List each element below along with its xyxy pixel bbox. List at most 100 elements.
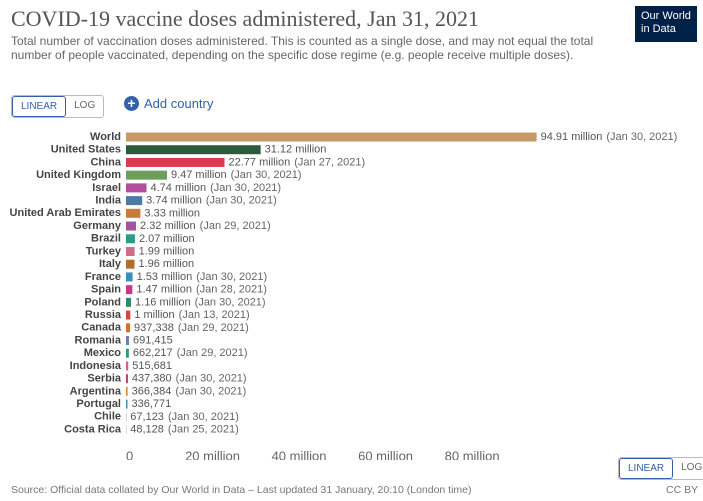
value-date: (Jan 13, 2021) <box>179 309 250 321</box>
value-label: 3.33 million <box>144 207 200 219</box>
category-label: Poland <box>84 296 121 308</box>
value-label: 31.12 million <box>265 144 327 156</box>
value-number: 515,681 <box>132 360 172 372</box>
value-number: 31.12 million <box>265 144 327 156</box>
value-number: 2.32 million <box>140 220 196 232</box>
plus-icon: + <box>124 96 139 111</box>
bar <box>126 183 147 193</box>
value-number: 336,771 <box>131 398 171 410</box>
bar <box>126 374 128 384</box>
category-label: Portugal <box>76 398 121 410</box>
category-label: Argentina <box>70 385 122 397</box>
value-date: (Jan 30, 2021) <box>168 411 239 423</box>
linear-button[interactable]: LINEAR <box>619 458 674 479</box>
bar <box>126 246 135 256</box>
log-button[interactable]: LOG <box>681 462 703 473</box>
value-number: 691,415 <box>133 334 173 346</box>
value-number: 1.99 million <box>139 245 195 257</box>
value-number: 366,384 <box>132 385 172 397</box>
value-label: 3.74 million (Jan 30, 2021) <box>146 195 277 207</box>
chart-title: COVID-19 vaccine doses administered, Jan… <box>11 6 480 31</box>
bar <box>126 208 141 218</box>
category-label: Romania <box>75 334 122 346</box>
value-number: 48,128 <box>130 423 164 435</box>
value-number: 94.91 million <box>541 131 603 143</box>
category-label: Canada <box>81 322 122 334</box>
value-label: 1.47 million (Jan 28, 2021) <box>136 284 267 296</box>
category-label: Italy <box>99 258 122 270</box>
value-label: 366,384 (Jan 30, 2021) <box>132 385 247 397</box>
value-number: 9.47 million <box>171 169 227 181</box>
value-label: 662,217 (Jan 29, 2021) <box>133 347 248 359</box>
bar <box>126 145 261 155</box>
value-number: 1.96 million <box>138 258 194 270</box>
bar <box>126 399 128 409</box>
value-number: 1 million <box>134 309 174 321</box>
value-date: (Jan 29, 2021) <box>200 220 271 232</box>
category-label: Israel <box>92 182 121 194</box>
value-label: 94.91 million (Jan 30, 2021) <box>541 131 678 143</box>
category-label: United Arab Emirates <box>10 207 121 219</box>
value-label: 1.99 million <box>139 245 195 257</box>
category-label: Turkey <box>86 245 122 257</box>
log-button[interactable]: LOG <box>74 100 96 111</box>
value-label: 515,681 <box>132 360 172 372</box>
value-date: (Jan 30, 2021) <box>210 182 281 194</box>
bar <box>126 132 537 142</box>
category-label: United States <box>51 144 121 156</box>
category-label: Indonesia <box>70 360 122 372</box>
value-label: 2.07 million <box>139 233 195 245</box>
value-label: 1 million (Jan 13, 2021) <box>134 309 249 321</box>
value-label: 9.47 million (Jan 30, 2021) <box>171 169 302 181</box>
category-label: India <box>95 195 122 207</box>
source-note: Source: Official data collated by Our Wo… <box>11 484 472 496</box>
value-date: (Jan 29, 2021) <box>177 347 248 359</box>
bar <box>126 272 133 282</box>
logo-line: Our World <box>641 10 691 22</box>
chart: World 94.91 million (Jan 30, 2021)United S… <box>10 131 678 460</box>
category-label: Mexico <box>84 347 122 359</box>
logo-line: in Data <box>641 23 676 35</box>
value-label: 937,338 (Jan 29, 2021) <box>134 322 249 334</box>
value-date: (Jan 30, 2021) <box>195 296 266 308</box>
value-date: (Jan 28, 2021) <box>196 284 267 296</box>
category-label: Chile <box>94 411 121 423</box>
bar <box>126 386 128 396</box>
category-label: France <box>85 271 121 283</box>
value-label: 48,128 (Jan 25, 2021) <box>130 423 239 435</box>
scale-toggle-bottom: LINEAR LOG <box>618 457 703 480</box>
value-label: 67,123 (Jan 30, 2021) <box>130 411 239 423</box>
x-tick-label: 0 <box>126 449 133 460</box>
value-number: 1.16 million <box>135 296 191 308</box>
value-number: 662,217 <box>133 347 173 359</box>
category-label: Costa Rica <box>64 423 122 435</box>
value-number: 3.33 million <box>144 207 200 219</box>
value-number: 67,123 <box>130 411 164 423</box>
value-label: 437,380 (Jan 30, 2021) <box>132 373 247 385</box>
value-date: (Jan 30, 2021) <box>231 169 302 181</box>
bar <box>126 196 143 206</box>
value-label: 2.32 million (Jan 29, 2021) <box>140 220 271 232</box>
category-label: Brazil <box>91 233 121 245</box>
bar <box>126 297 132 307</box>
logo[interactable]: Our World in Data <box>635 6 697 42</box>
value-number: 1.53 million <box>137 271 193 283</box>
value-number: 1.47 million <box>136 284 192 296</box>
add-country-button[interactable]: + Add country <box>124 96 213 111</box>
value-number: 937,338 <box>134 322 174 334</box>
bar <box>126 259 135 269</box>
value-label: 336,771 <box>131 398 171 410</box>
category-label: Germany <box>73 220 122 232</box>
add-country-label: Add country <box>144 96 214 111</box>
bar <box>126 234 135 244</box>
license: CC BY <box>666 484 699 496</box>
value-number: 2.07 million <box>139 233 195 245</box>
bar <box>126 170 167 180</box>
category-label: China <box>90 156 121 168</box>
linear-button[interactable]: LINEAR <box>12 96 67 117</box>
value-label: 1.96 million <box>138 258 194 270</box>
value-label: 691,415 <box>133 334 173 346</box>
value-date: (Jan 30, 2021) <box>175 385 246 397</box>
category-label: Russia <box>85 309 122 321</box>
x-tick-label: 20 million <box>185 449 240 460</box>
